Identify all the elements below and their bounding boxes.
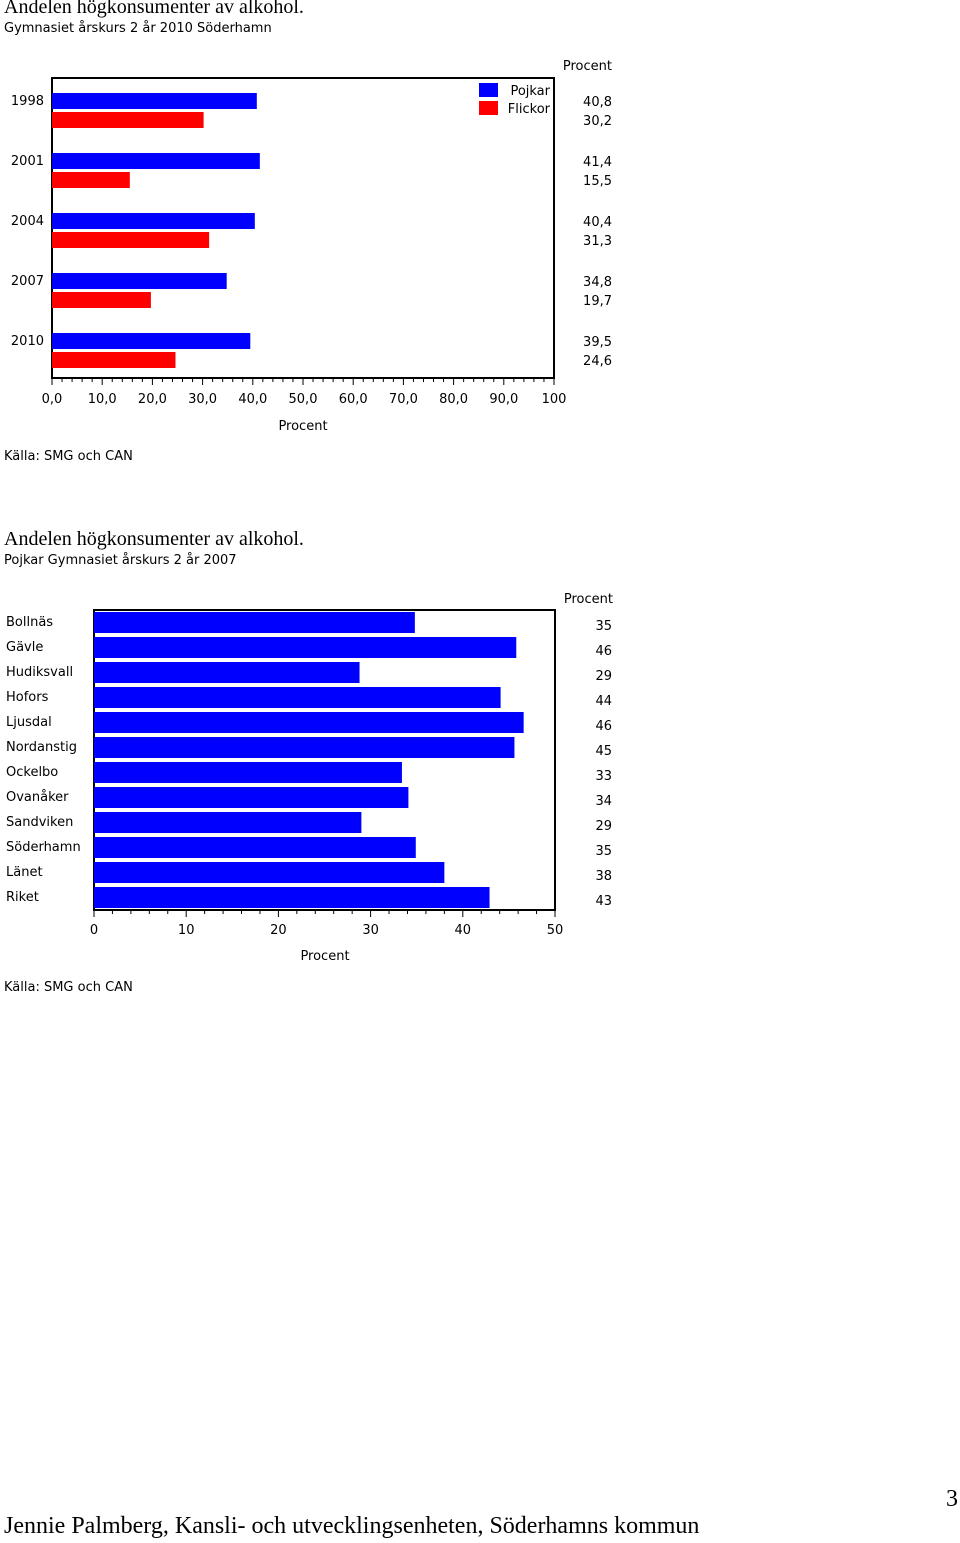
chart2-category-label: Hudiksvall [6, 665, 73, 680]
chart2-category-label: Sandviken [6, 815, 73, 830]
chart2-category-label: Länet [6, 865, 43, 880]
chart1-plot: 1998 40,8 30,2 2001 41,4 15,5 2004 40,4 31,3 2007… [11, 59, 612, 434]
chart1-x-tick-label: 70,0 [389, 392, 418, 407]
chart2-category-label: Hofors [6, 690, 49, 705]
chart2-value-label: 46 [595, 719, 612, 734]
chart1-x-tick-label: 80,0 [439, 392, 468, 407]
chart2-x-tick-label: 0 [90, 923, 98, 938]
chart2-x-tick-label: 30 [362, 923, 379, 938]
chart1-x-tick-label: 40,0 [238, 392, 267, 407]
chart1-value-label: 40,8 [583, 95, 612, 110]
chart2-x-tick-label: 10 [178, 923, 195, 938]
chart1-bar-pojkar [52, 153, 260, 169]
chart1-value-label: 15,5 [583, 174, 612, 189]
chart1-category-label: 2007 [11, 274, 44, 289]
chart1-value-label: 41,4 [583, 155, 612, 170]
chart2-value-label: 35 [595, 619, 612, 634]
chart2-category-label: Bollnäs [6, 615, 53, 630]
chart2-category-label: Söderhamn [6, 840, 81, 855]
chart2-subtitle: Pojkar Gymnasiet årskurs 2 år 2007 [4, 553, 237, 568]
chart2-value-label: 34 [595, 794, 612, 809]
chart1-legend-label: Flickor [508, 102, 551, 117]
chart1-subtitle: Gymnasiet årskurs 2 år 2010 Söderhamn [4, 21, 272, 36]
chart1-bar-flickor [52, 112, 204, 128]
chart1-bar-flickor [52, 352, 176, 368]
chart2-bar [94, 837, 416, 858]
chart1-value-label: 31,3 [583, 234, 612, 249]
chart1-legend-swatch-pojkar [479, 83, 498, 97]
chart1-value-label: 34,8 [583, 275, 612, 290]
chart2-bar [94, 637, 517, 658]
chart2-bar [94, 862, 445, 883]
chart2-value-label: 29 [595, 669, 612, 684]
chart1-x-tick-label: 100 [542, 392, 567, 407]
chart1-value-label: 39,5 [583, 335, 612, 350]
chart1-bar-pojkar [52, 333, 251, 349]
chart1-legend-swatch-flickor [479, 101, 498, 115]
chart2-source: Källa: SMG och CAN [4, 980, 133, 995]
chart2-value-label: 38 [595, 869, 612, 884]
chart2-category-label: Gävle [6, 640, 43, 655]
chart1-legend-label: Pojkar [510, 84, 550, 99]
chart1-x-tick-label: 90,0 [489, 392, 518, 407]
chart1-category-label: 1998 [11, 94, 44, 109]
chart1-bar-pojkar [52, 273, 227, 289]
chart1-value-label: 19,7 [583, 294, 612, 309]
chart1-value-header: Procent [563, 59, 612, 74]
chart1-value-label: 30,2 [583, 114, 612, 129]
chart2-plot-frame [93, 609, 556, 911]
chart2-x-tick-label: 40 [455, 923, 472, 938]
chart1-x-tick-label: 50,0 [289, 392, 318, 407]
chart2-bar [94, 737, 515, 758]
chart1-bar-pojkar [52, 93, 257, 109]
chart2-value-header: Procent [564, 592, 613, 607]
chart1-x-tick-label: 20,0 [138, 392, 167, 407]
chart2-bar [94, 712, 524, 733]
footer-text: Jennie Palmberg, Kansli- och utvecklings… [4, 1513, 700, 1539]
chart1-category-label: 2001 [11, 154, 44, 169]
chart2-category-label: Ovanåker [6, 790, 69, 805]
chart2-bar [94, 787, 409, 808]
chart2-value-label: 45 [595, 744, 612, 759]
chart2-title: Andelen högkonsumenter av alkohol. [4, 528, 304, 550]
chart2-plot: Bollnäs 35 Gävle 46 Hudiksvall 29 Hofors 44 Ljus… [6, 592, 613, 964]
chart1-source: Källa: SMG och CAN [4, 449, 133, 464]
chart1-category-label: 2010 [11, 334, 44, 349]
chart1-title: Andelen högkonsumenter av alkohol. [4, 0, 304, 18]
chart2-bar [94, 612, 415, 633]
chart1-bar-pojkar [52, 213, 255, 229]
chart2-value-label: 29 [595, 819, 612, 834]
chart1-bar-flickor [52, 232, 210, 248]
chart1-x-tick-label: 10,0 [88, 392, 117, 407]
chart2-category-label: Nordanstig [6, 740, 77, 755]
chart2-bar [94, 812, 362, 833]
chart2-bar [94, 662, 360, 683]
chart2-bar [94, 762, 402, 783]
chart1-category-label: 2004 [11, 214, 44, 229]
chart2-category-label: Ockelbo [6, 765, 58, 780]
chart1-x-tick-label: 30,0 [188, 392, 217, 407]
chart2-category-label: Riket [6, 890, 39, 905]
chart1-value-label: 24,6 [583, 354, 612, 369]
chart1-x-axis-label: Procent [278, 419, 327, 434]
chart1-x-tick-label: 60,0 [339, 392, 368, 407]
chart2-value-label: 35 [595, 844, 612, 859]
chart2-value-label: 46 [595, 644, 612, 659]
chart2-value-label: 43 [595, 894, 612, 909]
chart2-bar [94, 887, 490, 908]
chart2-value-label: 33 [595, 769, 612, 784]
chart2-bar [94, 687, 501, 708]
chart1-bar-flickor [52, 292, 151, 308]
page-number: 3 [946, 1486, 958, 1512]
chart2-x-tick-label: 20 [270, 923, 287, 938]
chart2-category-label: Ljusdal [6, 715, 52, 730]
chart2-value-label: 44 [595, 694, 612, 709]
chart1-x-tick-label: 0,0 [42, 392, 63, 407]
chart1-bar-flickor [52, 172, 130, 188]
chart1-value-label: 40,4 [583, 215, 612, 230]
chart2-x-tick-label: 50 [547, 923, 564, 938]
chart2-x-axis-label: Procent [300, 949, 349, 964]
